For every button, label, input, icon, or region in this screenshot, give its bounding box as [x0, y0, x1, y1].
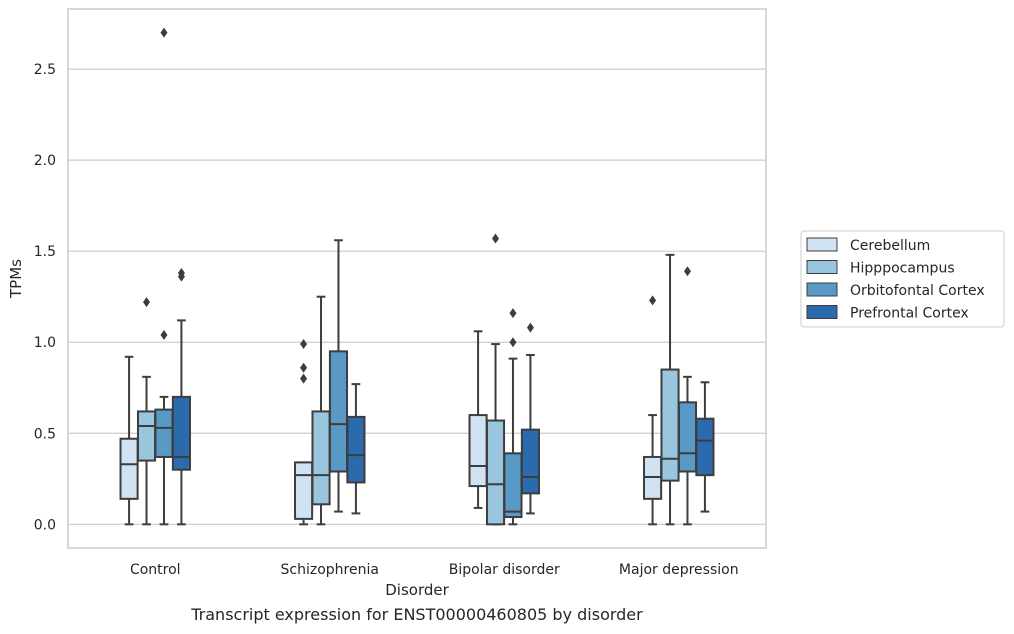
box-2-0 — [468, 330, 488, 509]
legend-swatch — [806, 305, 838, 319]
x-tick-label: Schizophrenia — [281, 562, 379, 578]
box-iqr — [468, 414, 488, 488]
y-tick-label: 0.5 — [34, 426, 56, 442]
box-iqr — [171, 395, 191, 471]
box-iqr — [328, 350, 349, 473]
x-tick-label: Control — [130, 562, 181, 578]
outlier-point — [300, 362, 308, 373]
box-iqr — [346, 415, 366, 484]
box-iqr — [485, 419, 506, 526]
y-axis-ticks: 0.0 0.5 1.0 1.5 2.0 2.5 — [34, 62, 56, 533]
y-tick-label: 1.0 — [34, 335, 56, 351]
legend-label: Orbitofontal Cortex — [850, 283, 985, 299]
legend-swatch — [806, 282, 838, 297]
legend-swatch — [806, 237, 838, 252]
outlier-point — [509, 308, 517, 319]
box-1-1 — [311, 295, 331, 526]
box-iqr — [520, 428, 540, 495]
figure-caption: Transcript expression for ENST0000046080… — [191, 605, 643, 624]
outlier-point — [143, 297, 151, 308]
outlier-point — [177, 268, 185, 279]
box-1-0 — [294, 339, 314, 526]
box-iqr — [136, 410, 157, 462]
box-3-3 — [695, 381, 715, 513]
box-2-2 — [503, 308, 523, 526]
box-2-3 — [520, 322, 540, 515]
box-2-1 — [485, 233, 506, 526]
x-axis-ticks: Control Schizophrenia Bipolar disorder Majo… — [130, 562, 739, 578]
legend-label: Cerebellum — [850, 238, 930, 254]
outlier-point — [526, 322, 534, 333]
box-0-2 — [154, 27, 174, 526]
box-iqr — [119, 437, 139, 500]
box-iqr — [294, 461, 314, 520]
box-iqr — [660, 368, 680, 482]
box-iqr — [503, 452, 523, 519]
outlier-point — [300, 373, 308, 384]
x-tick-label: Major depression — [619, 562, 739, 578]
box-3-1 — [660, 253, 680, 526]
outlier-point — [492, 233, 500, 244]
legend-label: Hipppocampus — [850, 261, 955, 277]
box-iqr — [677, 401, 698, 473]
y-tick-label: 0.0 — [34, 517, 56, 533]
box-iqr — [695, 417, 715, 477]
box-0-1 — [136, 297, 157, 526]
legend-swatch — [806, 260, 838, 274]
box-iqr — [311, 410, 331, 506]
y-tick-label: 2.0 — [34, 153, 56, 169]
x-axis-label: Disorder — [385, 581, 449, 599]
outlier-point — [509, 337, 517, 348]
box-1-3 — [346, 383, 366, 515]
box-0-3 — [171, 268, 191, 526]
outlier-point — [160, 329, 168, 340]
y-axis-label: TPMs — [7, 259, 25, 299]
y-tick-label: 1.5 — [34, 244, 56, 260]
legend: Cerebellum Hipppocampus Orbitofontal Corte… — [800, 230, 1005, 328]
box-iqr — [154, 408, 174, 458]
box-1-2 — [328, 239, 349, 513]
outlier-point — [160, 27, 168, 38]
box-3-2 — [677, 266, 698, 526]
legend-frame — [800, 230, 1005, 328]
outlier-point — [649, 295, 657, 306]
box-0-0 — [119, 355, 139, 526]
outlier-point — [300, 339, 308, 350]
outlier-point — [683, 266, 691, 277]
box-groups — [119, 27, 715, 526]
plot-frame — [67, 8, 767, 549]
y-tick-label: 2.5 — [34, 62, 56, 78]
x-tick-label: Bipolar disorder — [449, 562, 560, 578]
box-3-0 — [643, 295, 663, 526]
legend-label: Prefrontal Cortex — [850, 306, 969, 322]
